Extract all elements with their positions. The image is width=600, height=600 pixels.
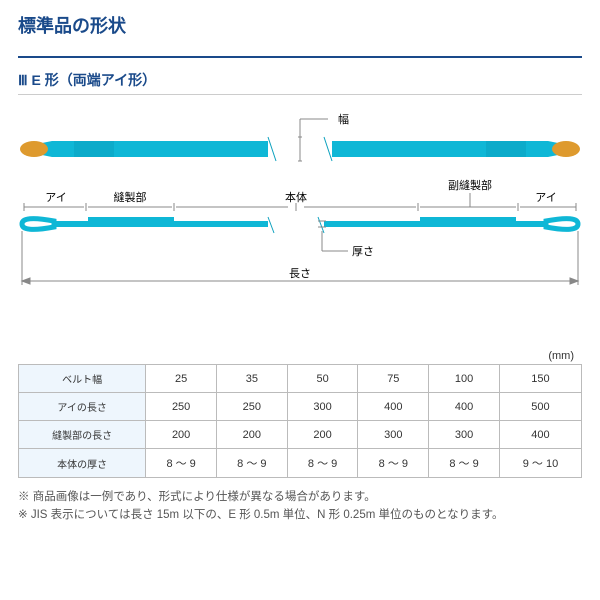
table-row: 縫製部の長さ 200200200 300300400 bbox=[19, 421, 582, 449]
notes: ※ 商品画像は一例であり、形式により仕様が異なる場合があります。 ※ JIS 表… bbox=[18, 488, 582, 525]
unit-label: (mm) bbox=[18, 350, 574, 362]
label-width: 幅 bbox=[338, 113, 349, 126]
label-length: 長さ bbox=[289, 267, 311, 280]
spec-table: ベルト幅 253550 75100150 アイの長さ 250250300 400… bbox=[18, 364, 582, 478]
label-thickness: 厚さ bbox=[352, 245, 374, 258]
table-row: 本体の厚さ 8 ～ 98 ～ 98 ～ 9 8 ～ 98 ～ 99 ～ 10 bbox=[19, 449, 582, 478]
label-subsewn: 副縫製部 bbox=[448, 178, 492, 192]
shape-diagram: 幅 アイ 縫製部 本体 副縫製部 アイ bbox=[18, 111, 582, 331]
row-header: ベルト幅 bbox=[19, 365, 146, 393]
label-eye-right: アイ bbox=[535, 192, 556, 204]
subtitle: Ⅲ E 形（両端アイ形） bbox=[18, 70, 582, 95]
label-eye-left: アイ bbox=[45, 192, 66, 204]
label-sewn: 縫製部 bbox=[114, 190, 147, 204]
page-title: 標準品の形状 bbox=[18, 12, 582, 42]
row-header: アイの長さ bbox=[19, 393, 146, 421]
row-header: 本体の厚さ bbox=[19, 449, 146, 478]
table-row: アイの長さ 250250300 400400500 bbox=[19, 393, 582, 421]
label-body: 本体 bbox=[285, 190, 307, 204]
row-header: 縫製部の長さ bbox=[19, 421, 146, 449]
table-row: ベルト幅 253550 75100150 bbox=[19, 365, 582, 393]
note-line: ※ JIS 表示については長さ 15m 以下の、E 形 0.5m 単位、N 形 … bbox=[18, 506, 582, 524]
note-line: ※ 商品画像は一例であり、形式により仕様が異なる場合があります。 bbox=[18, 488, 582, 506]
